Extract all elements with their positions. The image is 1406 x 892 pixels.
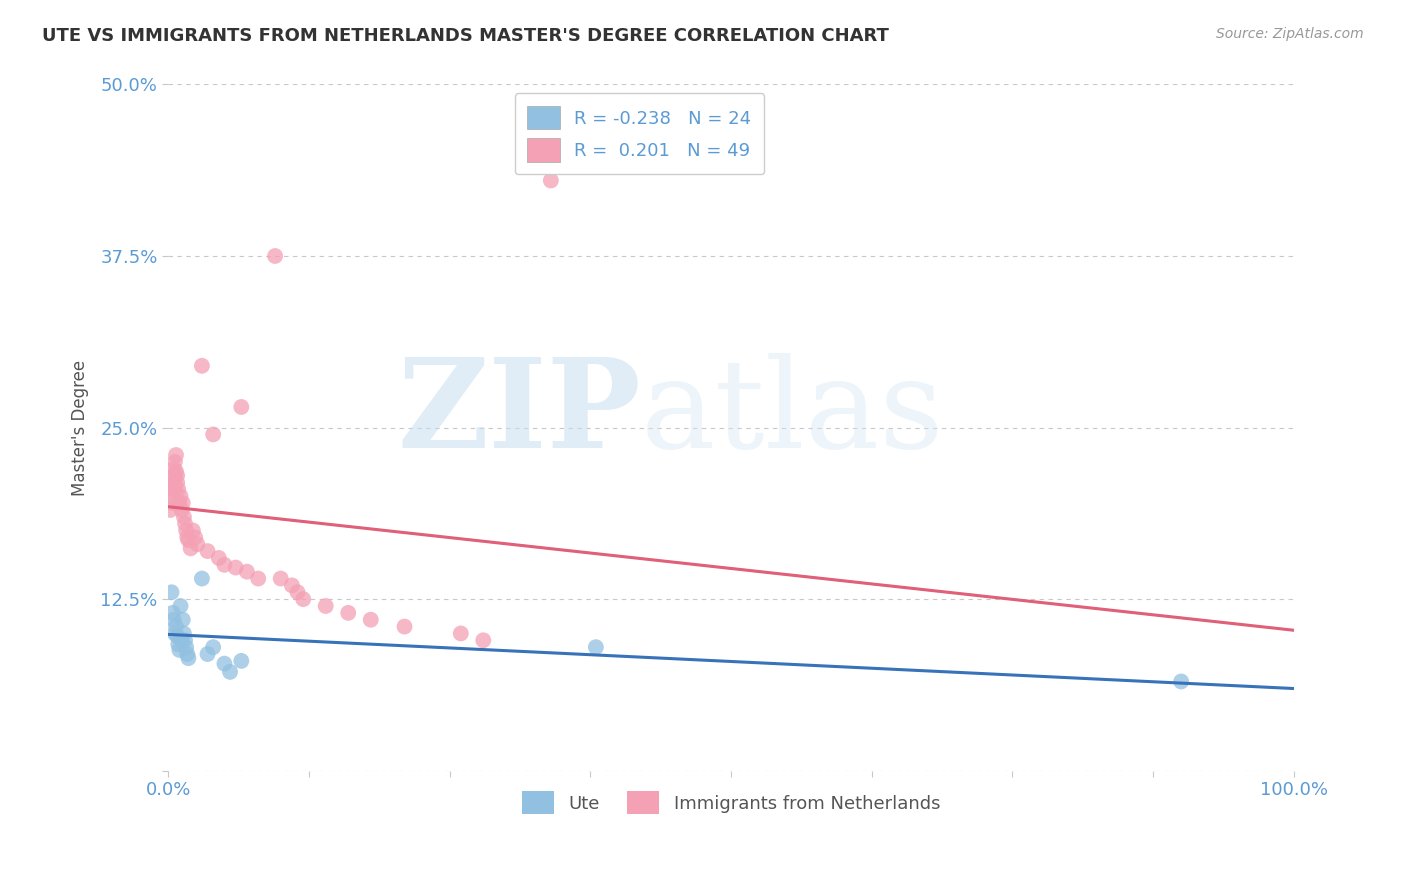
Point <box>197 544 219 558</box>
Point <box>1170 674 1192 689</box>
Point <box>540 173 562 187</box>
Point <box>163 475 186 490</box>
Point <box>166 468 188 483</box>
Point <box>160 489 183 503</box>
Point <box>176 647 198 661</box>
Point <box>166 629 188 643</box>
Point <box>167 637 190 651</box>
Point <box>214 657 236 671</box>
Point <box>202 640 225 655</box>
Y-axis label: Master's Degree: Master's Degree <box>72 359 89 496</box>
Point <box>162 483 184 497</box>
Text: atlas: atlas <box>641 353 945 475</box>
Point <box>165 448 187 462</box>
Point <box>176 530 198 544</box>
Point <box>174 524 197 538</box>
Point <box>202 427 225 442</box>
Point <box>169 489 191 503</box>
Point <box>208 551 231 566</box>
Point <box>163 613 186 627</box>
Point <box>169 496 191 510</box>
Point <box>184 530 207 544</box>
Point <box>264 249 287 263</box>
Point <box>231 400 253 414</box>
Point <box>159 503 181 517</box>
Point <box>292 592 315 607</box>
Point <box>172 496 194 510</box>
Point <box>162 606 184 620</box>
Point <box>162 496 184 510</box>
Point <box>170 503 193 517</box>
Point <box>360 613 382 627</box>
Point <box>169 643 191 657</box>
Point <box>163 483 186 497</box>
Point <box>186 537 208 551</box>
Point <box>163 455 186 469</box>
Point <box>191 359 214 373</box>
Point <box>163 468 186 483</box>
Point <box>160 585 183 599</box>
Point <box>231 654 253 668</box>
Point <box>315 599 337 613</box>
Point <box>180 541 202 556</box>
Legend: Ute, Immigrants from Netherlands: Ute, Immigrants from Netherlands <box>512 782 949 823</box>
Point <box>214 558 236 572</box>
Point <box>173 509 195 524</box>
Point <box>281 578 304 592</box>
Point <box>394 619 416 633</box>
Point <box>166 475 188 490</box>
Point <box>191 572 214 586</box>
Point <box>247 572 270 586</box>
Point <box>174 633 197 648</box>
Point <box>219 665 242 679</box>
Point <box>236 565 259 579</box>
Point <box>160 475 183 490</box>
Point <box>337 606 360 620</box>
Point <box>181 524 204 538</box>
Point <box>169 599 191 613</box>
Text: UTE VS IMMIGRANTS FROM NETHERLANDS MASTER'S DEGREE CORRELATION CHART: UTE VS IMMIGRANTS FROM NETHERLANDS MASTE… <box>42 27 889 45</box>
Point <box>165 465 187 479</box>
Point <box>163 461 186 475</box>
Point <box>170 633 193 648</box>
Point <box>225 560 247 574</box>
Point <box>177 651 200 665</box>
Point <box>197 647 219 661</box>
Point <box>167 483 190 497</box>
Text: ZIP: ZIP <box>396 353 641 475</box>
Point <box>585 640 607 655</box>
Point <box>472 633 495 648</box>
Point <box>287 585 309 599</box>
Point <box>177 533 200 548</box>
Point <box>172 613 194 627</box>
Point <box>174 640 197 655</box>
Point <box>173 626 195 640</box>
Point <box>450 626 472 640</box>
Point <box>163 626 186 640</box>
Text: Source: ZipAtlas.com: Source: ZipAtlas.com <box>1216 27 1364 41</box>
Point <box>165 619 187 633</box>
Point <box>174 516 197 531</box>
Point <box>270 572 292 586</box>
